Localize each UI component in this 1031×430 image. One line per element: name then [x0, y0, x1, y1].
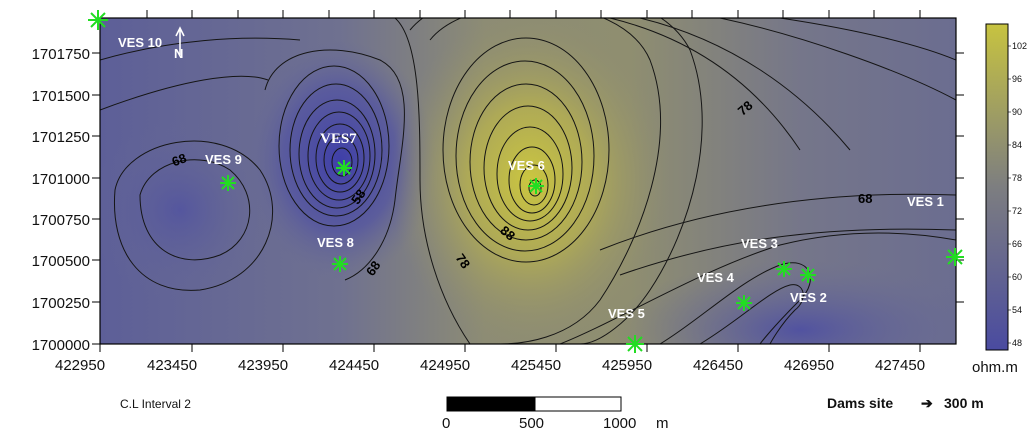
x-tick-label: 424950	[420, 357, 470, 374]
arrow-right-icon: ➔	[921, 395, 933, 411]
y-axis: 1700000 1700250 1700500 1700750 1701000 …	[32, 46, 100, 354]
site-note-distance: 300 m	[944, 395, 984, 411]
station-marker-ves-10	[88, 10, 108, 30]
colorbar: 102 96 90 84 78 72 66 60 54 48 ohm.m	[972, 23, 1027, 376]
station-label: VES7	[320, 131, 357, 147]
station-marker-ves-2	[800, 267, 816, 283]
scale-tick: 1000	[603, 415, 636, 430]
contour-label: 68	[363, 258, 384, 278]
station-marker-ves-6	[528, 178, 544, 194]
top-ticks	[146, 10, 921, 18]
station-markers	[88, 10, 964, 353]
colorbar-tick: 72	[1012, 206, 1022, 216]
contour-label: 68	[170, 150, 189, 169]
contour-label: 58	[348, 186, 369, 206]
station-marker-ves-1	[946, 248, 964, 266]
colorbar-tick: 90	[1012, 107, 1022, 117]
site-note-label: Dams site	[827, 395, 893, 411]
station-label: VES 10	[118, 35, 162, 50]
y-tick-label: 1700000	[32, 337, 90, 354]
scale-tick: 0	[442, 415, 450, 430]
station-marker-ves-9	[220, 175, 236, 191]
colorbar-tick: 54	[1012, 305, 1022, 315]
contour-interval-label: C.L Interval 2	[120, 397, 191, 411]
contour-labels: 68 58 68 88 78 78 68	[170, 98, 873, 279]
colorbar-tick: 66	[1012, 239, 1022, 249]
station-label: VES 2	[790, 290, 827, 305]
x-tick-label: 425950	[602, 357, 652, 374]
y-tick-label: 1701250	[32, 129, 90, 146]
colorbar-tick: 102	[1012, 41, 1027, 51]
y-tick-label: 1700750	[32, 212, 90, 229]
station-label: VES 3	[741, 236, 778, 251]
contour-lines	[100, 18, 956, 344]
x-tick-label: 426950	[784, 357, 834, 374]
x-tick-label: 423450	[147, 357, 197, 374]
x-tick-label: 426450	[693, 357, 743, 374]
station-label: VES 5	[608, 306, 645, 321]
x-tick-label: 425450	[511, 357, 561, 374]
station-marker-ves7	[336, 160, 352, 176]
colorbar-tick: 78	[1012, 173, 1022, 183]
north-label: N	[174, 46, 183, 61]
colorbar-tick: 60	[1012, 272, 1022, 282]
y-tick-label: 1701500	[32, 88, 90, 105]
station-label: VES 1	[907, 194, 944, 209]
y-tick-label: 1701000	[32, 171, 90, 188]
plot-frame	[99, 17, 957, 345]
contour-label: 68	[858, 191, 872, 206]
site-note: Dams site ➔ 300 m	[827, 395, 984, 411]
x-tick-label: 424450	[329, 357, 379, 374]
plot-area: 68 58 68 88 78 78 68	[100, 18, 956, 344]
station-label: VES 4	[697, 270, 735, 285]
scale-unit: m	[656, 415, 669, 430]
scale-tick: 500	[519, 415, 544, 430]
station-marker-ves-5	[626, 335, 644, 353]
right-ticks	[956, 52, 964, 303]
station-marker-ves-8	[332, 256, 348, 272]
x-tick-label: 422950	[55, 357, 105, 374]
x-tick-label: 427450	[875, 357, 925, 374]
station-labels: VES 10 VES 9 VES7 VES 8 VES 6 VES 5 VES …	[118, 35, 944, 321]
y-tick-label: 1701750	[32, 46, 90, 63]
scale-bar: 0 500 1000 m	[442, 396, 669, 430]
x-axis: 422950 423450 423950 424450 424950 42545…	[55, 344, 925, 374]
north-arrow-icon: N	[174, 26, 185, 61]
station-label: VES 8	[317, 235, 354, 250]
station-marker-ves-3	[776, 261, 792, 277]
station-marker-ves-4	[736, 295, 752, 311]
colorbar-unit: ohm.m	[972, 359, 1018, 376]
y-tick-label: 1700250	[32, 295, 90, 312]
colorbar-tick: 84	[1012, 140, 1022, 150]
station-label: VES 6	[508, 158, 545, 173]
station-label: VES 9	[205, 152, 242, 167]
colorbar-tick: 96	[1012, 74, 1022, 84]
colorbar-tick: 48	[1012, 338, 1022, 348]
x-tick-label: 423950	[238, 357, 288, 374]
contour-label: 78	[453, 251, 474, 271]
y-tick-label: 1700500	[32, 253, 90, 270]
